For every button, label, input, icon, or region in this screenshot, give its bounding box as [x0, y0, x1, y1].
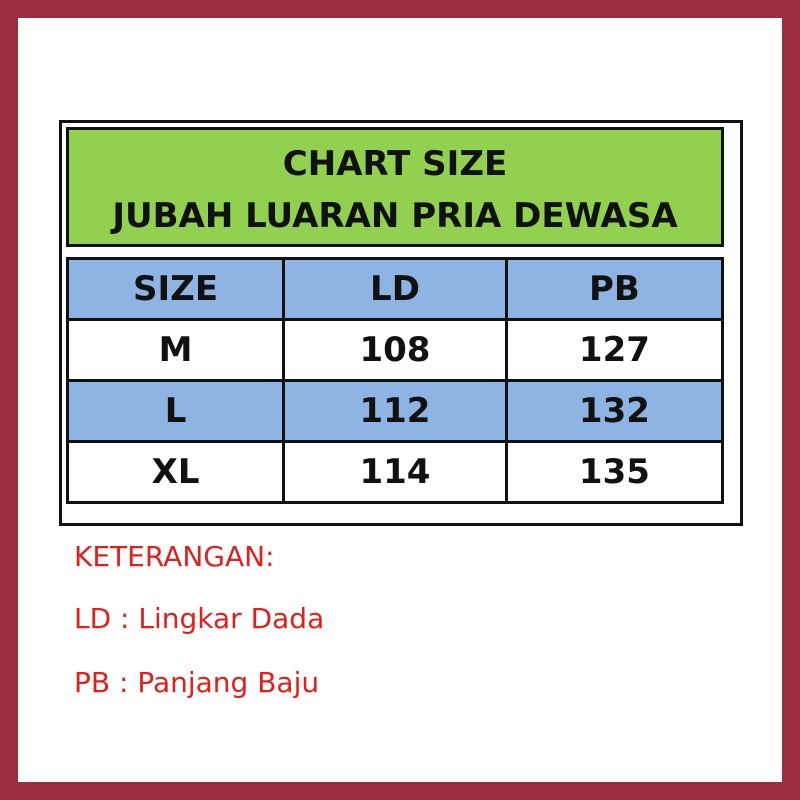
chart-subtitle: JUBAH LUARAN PRIA DEWASA: [112, 196, 678, 236]
cell-pb: 135: [504, 440, 725, 504]
chart-frame: CHART SIZE JUBAH LUARAN PRIA DEWASA SIZE…: [59, 120, 743, 526]
table-header-row: SIZE LD PB: [65, 257, 725, 321]
cell-pb: 132: [504, 379, 725, 443]
size-chart-card: CHART SIZE JUBAH LUARAN PRIA DEWASA SIZE…: [18, 18, 782, 782]
chart-title: CHART SIZE: [282, 144, 508, 184]
cell-ld: 112: [282, 379, 508, 443]
table-row: M 108 127: [65, 318, 725, 382]
legend-item-ld: LD : Lingkar Dada: [74, 602, 325, 635]
cell-ld: 114: [282, 440, 508, 504]
cell-pb: 127: [504, 318, 725, 382]
table-row: L 112 132: [65, 379, 725, 443]
legend-heading: KETERANGAN:: [74, 540, 275, 573]
header-size: SIZE: [65, 257, 286, 321]
header-ld: LD: [282, 257, 508, 321]
chart-title-box: CHART SIZE JUBAH LUARAN PRIA DEWASA: [66, 127, 724, 247]
table-row: XL 114 135: [65, 440, 725, 504]
legend-item-pb: PB : Panjang Baju: [74, 666, 320, 699]
cell-size: XL: [65, 440, 286, 504]
size-table: SIZE LD PB M 108 127 L 112 132 XL 114 13…: [65, 257, 725, 504]
header-pb: PB: [504, 257, 725, 321]
cell-size: L: [65, 379, 286, 443]
cell-size: M: [65, 318, 286, 382]
cell-ld: 108: [282, 318, 508, 382]
